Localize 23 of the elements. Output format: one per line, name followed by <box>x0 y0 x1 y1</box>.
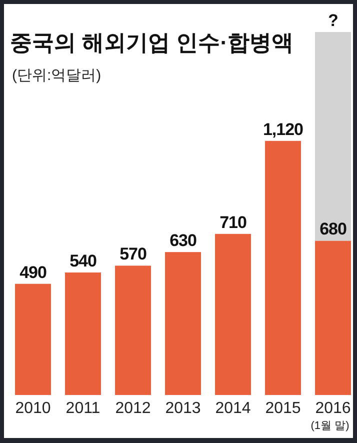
text: (단위:억달러) <box>12 67 102 84</box>
x-tick-label: 2014 <box>215 400 251 417</box>
data-label: ? <box>328 11 338 30</box>
data-label: 570 <box>120 244 146 264</box>
data-label: 540 <box>70 251 96 270</box>
bar <box>265 140 301 395</box>
data-label: 630 <box>170 231 196 250</box>
x-tick-label: 2015 <box>265 400 301 417</box>
x-tick-label: 2016 (1월 말) <box>310 400 351 432</box>
data-label: 710 <box>220 212 246 232</box>
bar <box>115 266 151 395</box>
data-label: 490 <box>20 262 46 282</box>
chart-title: 중국의 해외기업 인수·합병액 <box>10 30 294 55</box>
bar <box>65 272 101 395</box>
x-tick-label: 2012 <box>115 400 151 417</box>
bar <box>215 234 251 395</box>
x-tick-label: 2011 <box>66 400 100 417</box>
bar <box>15 284 51 395</box>
x-tick-label: 2013 <box>165 400 201 417</box>
bar <box>165 252 201 395</box>
data-label: 680 <box>320 220 346 239</box>
x-tick-label: 2010 <box>15 400 51 417</box>
data-label: 1,120 <box>262 120 304 139</box>
